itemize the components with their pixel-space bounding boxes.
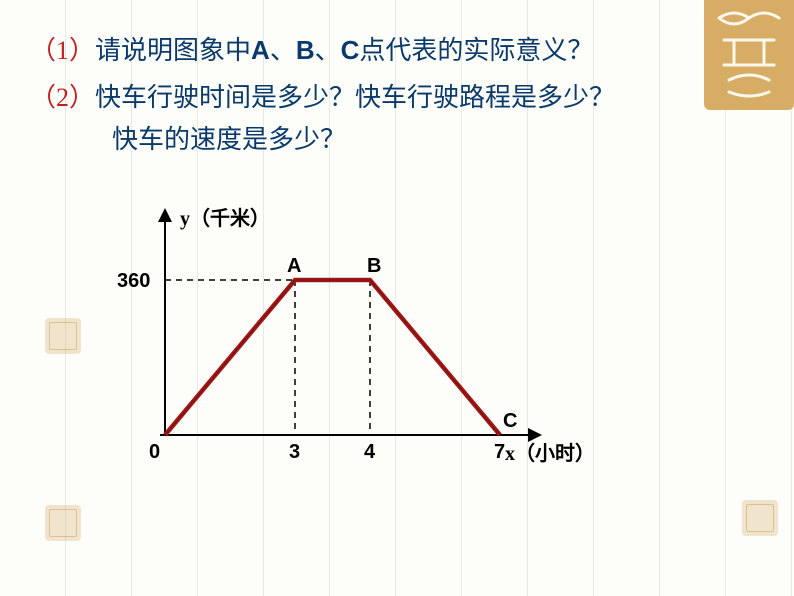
question-1: （1）请说明图象中A、B、C点代表的实际意义？	[30, 30, 593, 71]
x-tick-3: 3	[289, 441, 300, 463]
x-tick-4: 4	[364, 441, 376, 463]
question-number: （2）	[30, 83, 95, 112]
question-text-line1: 快车行驶时间是多少？快车行驶路程是多少？	[95, 83, 615, 112]
question-2: （2）快车行驶时间是多少？快车行驶路程是多少？	[30, 78, 615, 118]
point-label-C: C	[503, 410, 517, 432]
data-polyline-highlight	[165, 280, 500, 435]
x-axis-label: x（小时）	[505, 442, 595, 465]
question-text: 请说明图象中A、B、C点代表的实际意义？	[95, 36, 593, 65]
question-number: （1）	[30, 36, 95, 65]
decorative-seal-small	[45, 505, 81, 541]
question-2-line2: 快车的速度是多少？	[112, 120, 346, 160]
data-polyline	[165, 280, 500, 435]
point-label-B: B	[367, 255, 381, 277]
line-chart: y（千米） x（小时） 360 0 3 4 7 A B C	[105, 205, 605, 485]
y-tick-360: 360	[117, 270, 150, 292]
point-label-A: A	[287, 255, 301, 277]
decorative-seal-small	[45, 318, 81, 354]
decorative-seal-top	[704, 0, 794, 110]
x-tick-7: 7	[494, 441, 505, 463]
decorative-seal-small	[742, 500, 778, 536]
x-tick-0: 0	[149, 441, 160, 463]
y-axis-label: y（千米）	[180, 207, 270, 230]
